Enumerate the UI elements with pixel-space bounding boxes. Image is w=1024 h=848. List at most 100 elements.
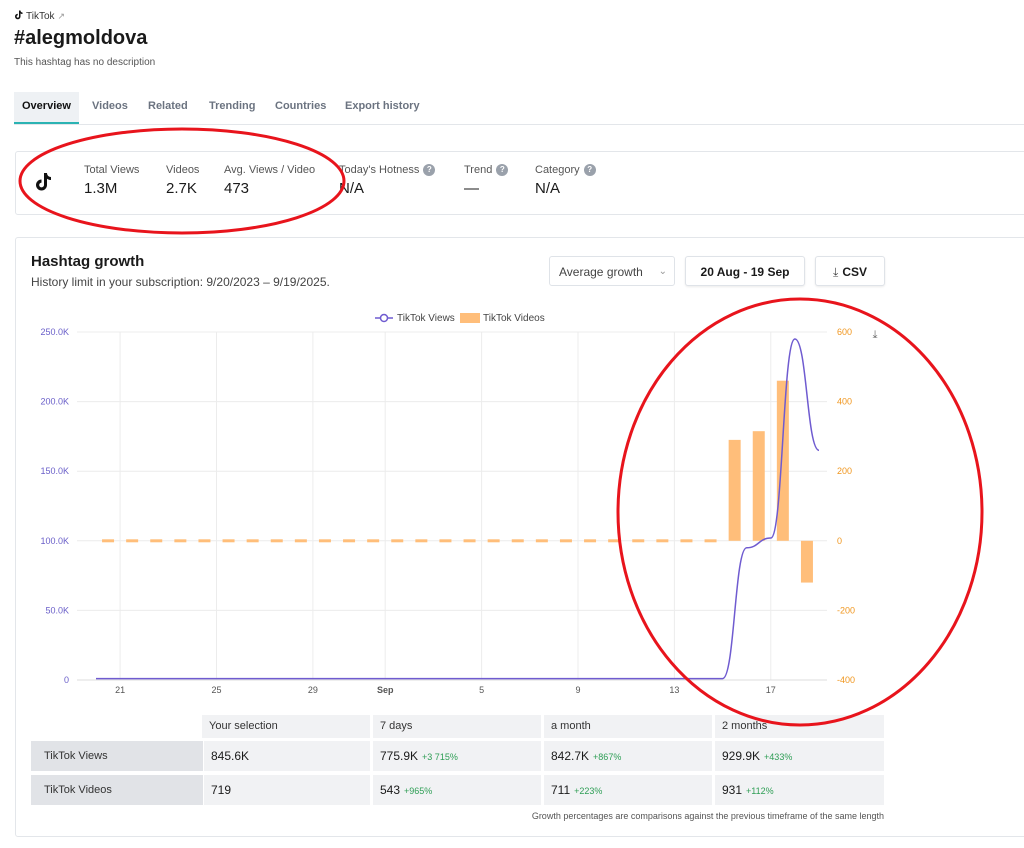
bar-tiktok-videos [391, 539, 404, 543]
y-right-tick-label: -200 [837, 605, 855, 615]
stat-label: Category [535, 164, 580, 176]
table-cell: 719 [204, 775, 370, 805]
table-row-label: TikTok Videos [31, 775, 203, 805]
tiktok-icon [14, 10, 23, 23]
x-tick-label: Sep [377, 685, 394, 695]
csv-label: CSV [842, 265, 867, 279]
line-tiktok-views [96, 338, 820, 680]
stat-trend: Trend? — [464, 164, 509, 197]
bar-tiktok-videos [535, 539, 548, 543]
bar-tiktok-videos [776, 380, 789, 541]
bar-tiktok-videos [704, 539, 717, 543]
table-cell: 845.6K [204, 741, 370, 771]
x-tick-label: 5 [479, 685, 484, 695]
cell-value: 775.9K [380, 749, 419, 763]
bar-tiktok-videos [102, 539, 115, 543]
stat-value: N/A [535, 180, 561, 197]
y-right-tick-label: 0 [837, 536, 842, 546]
tab-related[interactable]: Related [148, 100, 188, 112]
stats-card [15, 151, 1024, 215]
source-link[interactable]: TikTok ↗ [14, 10, 65, 23]
tab-overview[interactable]: Overview [14, 92, 79, 124]
bar-tiktok-videos [511, 539, 524, 543]
growth-mode-value: Average growth [559, 265, 643, 279]
table-header-2-months: 2 months [715, 715, 884, 738]
growth-badge: +867% [593, 752, 622, 762]
growth-title: Hashtag growth [31, 253, 145, 270]
table-header-month: a month [544, 715, 712, 738]
bar-tiktok-videos [632, 539, 645, 543]
table-cell: 842.7K +867% [544, 741, 712, 771]
stat-label: Trend [464, 164, 493, 176]
bar-tiktok-videos [318, 539, 331, 543]
hashtag-description: This hashtag has no description [14, 57, 156, 68]
table-header-selection: Your selection [202, 715, 370, 738]
legend-label: TikTok Videos [483, 313, 545, 324]
stat-videos: Videos 2.7K [166, 164, 199, 197]
stat-value: 1.3M [84, 180, 118, 197]
bar-tiktok-videos [752, 431, 765, 541]
help-icon[interactable]: ? [423, 164, 436, 176]
stat-value: 2.7K [166, 180, 197, 197]
bar-tiktok-videos [439, 539, 452, 543]
cell-value: 929.9K [722, 749, 761, 763]
help-icon[interactable]: ? [496, 164, 509, 176]
page-title: #alegmoldova [14, 27, 148, 49]
y-left-tick-label: 0 [64, 675, 69, 685]
x-tick-label: 29 [308, 685, 318, 695]
table-footnote: Growth percentages are comparisons again… [531, 811, 884, 821]
cell-value: 719 [211, 783, 232, 797]
bar-tiktok-videos [343, 539, 356, 543]
legend-label: TikTok Views [397, 313, 455, 324]
stat-value: 473 [224, 180, 250, 197]
growth-badge: +3 715% [422, 752, 458, 762]
bar-tiktok-videos [463, 539, 476, 543]
bar-tiktok-videos [656, 539, 669, 543]
stat-category: Category? N/A [535, 164, 596, 197]
bar-tiktok-videos [608, 539, 621, 543]
tab-videos[interactable]: Videos [92, 100, 128, 112]
csv-button[interactable]: ⤓ CSV [815, 256, 885, 286]
cell-value: 711 [551, 783, 571, 797]
bar-tiktok-videos [222, 539, 235, 543]
stat-value: — [464, 180, 479, 197]
y-left-tick-label: 100.0K [40, 536, 69, 546]
y-right-tick-label: 400 [837, 397, 852, 407]
growth-badge: +433% [764, 752, 793, 762]
stat-total-views: Total Views 1.3M [84, 164, 139, 197]
cell-value: 842.7K [551, 749, 590, 763]
download-icon: ⤓ [833, 265, 839, 279]
y-left-tick-label: 50.0K [45, 605, 69, 615]
date-range-button[interactable]: 20 Aug - 19 Sep [685, 256, 805, 286]
bar-tiktok-videos [126, 539, 139, 543]
bar-tiktok-videos [559, 539, 572, 543]
growth-badge: +965% [404, 786, 433, 796]
table-cell: 931 +112% [715, 775, 884, 805]
tab-trending[interactable]: Trending [209, 100, 256, 112]
bar-tiktok-videos [294, 539, 307, 543]
x-tick-label: 25 [211, 685, 221, 695]
help-icon[interactable]: ? [583, 164, 596, 176]
bar-tiktok-videos [728, 439, 741, 541]
growth-chart: 250.0K 200.0K 150.0K 100.0K 50.0K 0 600 400 200 0… [40, 313, 878, 695]
chart-download-icon: ⤓ [873, 328, 878, 341]
stat-label: Avg. Views / Video [224, 164, 316, 176]
legend-circle-marker [379, 313, 389, 323]
bar-tiktok-videos [800, 540, 813, 583]
x-tick-label: 17 [766, 685, 776, 695]
growth-mode-select[interactable]: Average growth ⌄ [549, 256, 675, 286]
growth-panel [15, 237, 1024, 837]
table-row-label: TikTok Views [31, 741, 203, 771]
growth-subtitle: History limit in your subscription: 9/20… [31, 275, 330, 289]
table-cell: 711 +223% [544, 775, 712, 805]
bar-tiktok-videos [584, 539, 597, 543]
growth-badge: +112% [746, 786, 774, 796]
table-cell: 929.9K +433% [715, 741, 884, 771]
table-cell: 543 +965% [373, 775, 541, 805]
stat-label: Today's Hotness [339, 164, 420, 176]
tab-export-history[interactable]: Export history [345, 100, 420, 112]
x-tick-label: 13 [669, 685, 679, 695]
tab-countries[interactable]: Countries [275, 100, 327, 112]
y-right-tick-label: -400 [837, 675, 855, 685]
y-left-tick-label: 250.0K [40, 327, 69, 337]
